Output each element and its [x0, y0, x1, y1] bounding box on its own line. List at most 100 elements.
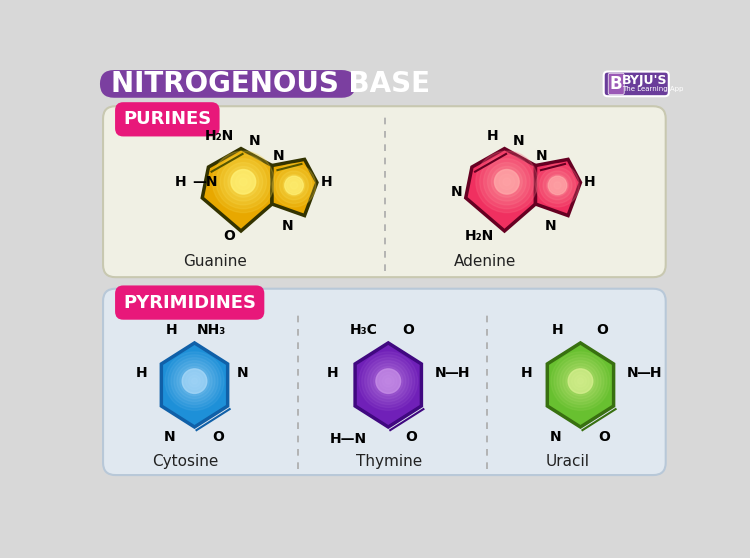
Circle shape: [572, 372, 590, 390]
Circle shape: [232, 170, 255, 194]
Text: N: N: [550, 430, 562, 444]
Circle shape: [368, 360, 409, 402]
Text: H: H: [166, 323, 177, 336]
Circle shape: [536, 164, 579, 207]
Circle shape: [168, 355, 221, 407]
Circle shape: [503, 178, 511, 186]
Text: H: H: [320, 175, 332, 190]
Text: H: H: [136, 367, 148, 381]
Circle shape: [547, 175, 568, 196]
Circle shape: [557, 358, 604, 405]
Circle shape: [286, 178, 302, 193]
Polygon shape: [202, 148, 272, 231]
Circle shape: [554, 182, 561, 189]
Polygon shape: [548, 343, 614, 427]
Circle shape: [370, 364, 406, 398]
Text: PURINES: PURINES: [123, 110, 211, 128]
Circle shape: [272, 164, 316, 207]
Circle shape: [380, 372, 397, 390]
Text: N: N: [282, 219, 293, 233]
Circle shape: [551, 352, 610, 410]
Circle shape: [220, 158, 266, 205]
Circle shape: [476, 151, 538, 213]
Text: BYJU'S: BYJU'S: [622, 74, 668, 87]
Text: N: N: [237, 367, 248, 381]
Circle shape: [554, 355, 607, 407]
FancyBboxPatch shape: [103, 106, 666, 277]
Circle shape: [284, 175, 304, 196]
Circle shape: [280, 171, 308, 200]
Circle shape: [484, 158, 530, 205]
Circle shape: [550, 178, 565, 193]
Circle shape: [165, 352, 224, 410]
Text: Adenine: Adenine: [454, 254, 517, 270]
Text: H: H: [175, 175, 186, 190]
Text: Thymine: Thymine: [356, 454, 422, 469]
Circle shape: [491, 166, 522, 197]
Circle shape: [191, 378, 197, 384]
Circle shape: [183, 369, 206, 393]
Text: NH₃: NH₃: [197, 323, 226, 336]
Circle shape: [276, 167, 312, 203]
Circle shape: [224, 162, 262, 201]
Text: N: N: [451, 185, 462, 199]
Polygon shape: [161, 343, 228, 427]
Circle shape: [374, 367, 403, 396]
Text: H: H: [327, 367, 338, 381]
Circle shape: [182, 369, 207, 393]
Circle shape: [382, 376, 394, 387]
Circle shape: [174, 360, 215, 402]
Text: The Learning App: The Learning App: [622, 85, 684, 92]
Circle shape: [376, 369, 400, 393]
Circle shape: [495, 170, 518, 194]
Text: H—N: H—N: [329, 432, 367, 446]
Text: N: N: [435, 367, 446, 381]
Circle shape: [480, 155, 534, 209]
Circle shape: [488, 162, 526, 201]
Polygon shape: [272, 160, 317, 215]
Circle shape: [290, 182, 298, 189]
Circle shape: [539, 167, 575, 203]
Circle shape: [560, 360, 601, 402]
Circle shape: [212, 151, 274, 213]
Text: Uracil: Uracil: [545, 454, 590, 469]
Circle shape: [362, 355, 415, 407]
Circle shape: [574, 376, 586, 387]
Circle shape: [188, 376, 200, 387]
FancyBboxPatch shape: [103, 288, 666, 475]
Text: N: N: [545, 219, 556, 233]
Text: B: B: [610, 75, 622, 93]
Text: N: N: [164, 430, 176, 444]
Circle shape: [386, 378, 392, 384]
Circle shape: [376, 369, 400, 393]
Circle shape: [566, 367, 596, 396]
Text: N: N: [272, 150, 284, 163]
Circle shape: [568, 369, 592, 393]
Text: O: O: [403, 323, 414, 336]
Circle shape: [171, 358, 218, 405]
Text: N: N: [536, 150, 548, 163]
Text: N: N: [249, 134, 261, 148]
Text: —H: —H: [636, 367, 662, 381]
Text: O: O: [406, 430, 418, 444]
Circle shape: [562, 364, 598, 398]
Text: H₃C: H₃C: [350, 323, 377, 336]
Polygon shape: [355, 343, 422, 427]
Text: O: O: [598, 430, 610, 444]
Text: Cytosine: Cytosine: [152, 454, 218, 469]
Text: O: O: [224, 229, 236, 243]
Text: H: H: [584, 175, 596, 190]
Circle shape: [499, 174, 514, 190]
Text: Guanine: Guanine: [183, 254, 247, 270]
Text: PYRIMIDINES: PYRIMIDINES: [123, 294, 256, 311]
Circle shape: [578, 378, 584, 384]
Circle shape: [186, 372, 203, 390]
Circle shape: [358, 352, 418, 410]
Text: H: H: [551, 323, 563, 336]
Circle shape: [177, 364, 212, 398]
Circle shape: [364, 358, 412, 405]
Circle shape: [543, 171, 572, 200]
Circle shape: [494, 170, 519, 194]
Circle shape: [239, 178, 248, 186]
Text: —H: —H: [444, 367, 470, 381]
